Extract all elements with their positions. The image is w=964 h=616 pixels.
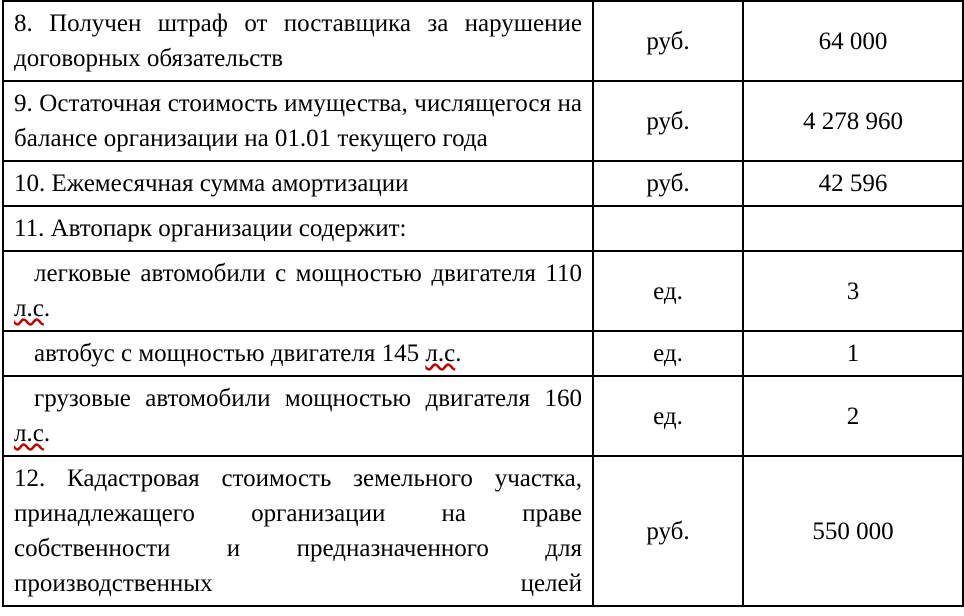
cell-unit: ед. [593,251,743,331]
cell-unit: руб. [593,161,743,206]
cell-unit: руб. [593,456,743,606]
cell-unit: руб. [593,1,743,81]
cell-unit: ед. [593,331,743,376]
cell-description: 9. Остаточная стоимость имущества, числя… [3,81,593,161]
cell-value: 42 596 [743,161,963,206]
table-row: 10. Ежемесячная сумма амортизации руб. 4… [3,161,963,206]
table-row: 9. Остаточная стоимость имущества, числя… [3,81,963,161]
table-row: грузовые автомобили мощностью двигателя … [3,376,963,456]
cell-value: 550 000 [743,456,963,606]
cell-value: 64 000 [743,1,963,81]
table-body: 8. Получен штраф от поставщика за наруше… [3,1,963,606]
table-row: 8. Получен штраф от поставщика за наруше… [3,1,963,81]
table-row: автобус с мощностью двигателя 145 л.с. е… [3,331,963,376]
cell-description: 10. Ежемесячная сумма амортизации [3,161,593,206]
cell-unit: ед. [593,376,743,456]
cell-unit [593,206,743,251]
table-row: легковые автомобили с мощностью двигател… [3,251,963,331]
table-row: 12. Кадастровая стоимость земельного уча… [3,456,963,606]
cell-value: 3 [743,251,963,331]
cell-value [743,206,963,251]
cell-value: 1 [743,331,963,376]
cell-description: грузовые автомобили мощностью двигателя … [3,376,593,456]
cell-value: 2 [743,376,963,456]
cell-description: легковые автомобили с мощностью двигател… [3,251,593,331]
cell-description: автобус с мощностью двигателя 145 л.с. [3,331,593,376]
cell-description: 8. Получен штраф от поставщика за наруше… [3,1,593,81]
cell-description: 12. Кадастровая стоимость земельного уча… [3,456,593,606]
cell-unit: руб. [593,81,743,161]
data-table: 8. Получен штраф от поставщика за наруше… [2,0,964,607]
cell-description: 11. Автопарк организации содержит: [3,206,593,251]
table-row: 11. Автопарк организации содержит: [3,206,963,251]
cell-value: 4 278 960 [743,81,963,161]
